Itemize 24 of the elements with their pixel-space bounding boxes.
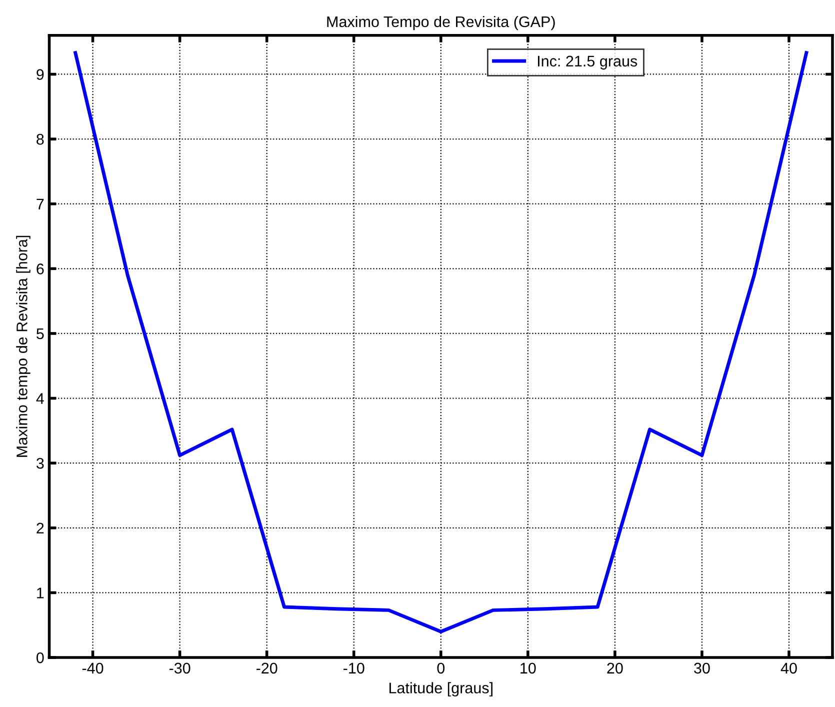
x-axis-title: Latitude [graus] (389, 682, 492, 696)
line-series (74, 51, 808, 634)
legend-label: Inc: 21.5 graus (538, 56, 638, 70)
x-tick-label: -10 (343, 662, 364, 674)
y-tick-label: 7 (36, 198, 44, 210)
x-tick-label: 20 (607, 662, 623, 674)
y-tick-label: 1 (37, 588, 44, 598)
y-tick-label: 9 (36, 69, 44, 80)
x-tick-label: 40 (780, 662, 797, 674)
y-tick-label: 5 (36, 328, 44, 340)
y-tick-label: 0 (36, 652, 44, 664)
y-tick-label: 2 (36, 522, 44, 534)
y-tick-label: 8 (36, 134, 44, 145)
x-tick-label: 10 (520, 662, 536, 674)
x-tick-label: -20 (256, 662, 278, 674)
y-axis-title: Maximo tempo de Revisita [hora] (16, 236, 30, 457)
x-tick-label: 30 (694, 662, 710, 674)
chart-title: Maximo Tempo de Revisita (GAP) (327, 16, 555, 30)
x-tick-label: -30 (169, 662, 190, 674)
y-tick-label: 6 (36, 264, 44, 274)
y-tick-label: 4 (36, 393, 44, 404)
x-tick-label: 0 (437, 662, 445, 674)
y-tick-label: 3 (36, 458, 44, 469)
x-tick-label: -40 (82, 662, 104, 674)
